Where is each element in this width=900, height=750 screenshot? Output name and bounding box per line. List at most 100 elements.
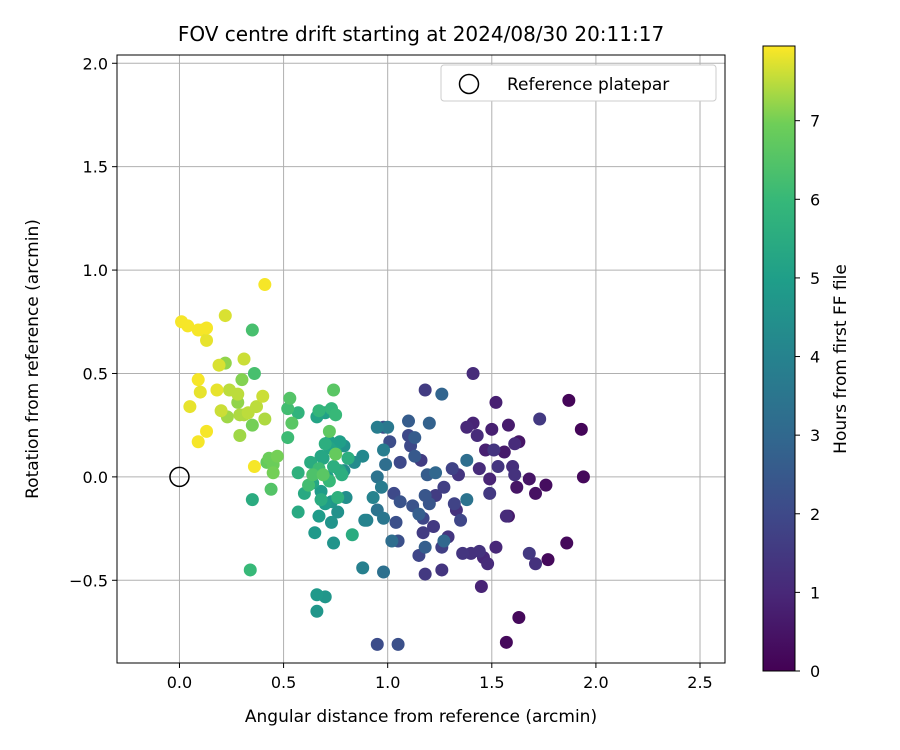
data-point [191,435,205,449]
x-tick-label: 1.5 [479,673,504,692]
data-point [312,404,326,418]
data-point [510,480,524,494]
data-point [574,422,588,436]
colorbar-label: Hours from first FF file [831,264,851,454]
data-point [245,493,259,507]
y-tick-label: 0.5 [83,364,108,383]
data-point [285,416,299,430]
data-point [508,437,522,451]
data-point [258,412,272,426]
data-point [466,366,480,380]
data-point [529,557,543,571]
data-point [327,536,341,550]
data-point [460,420,474,434]
data-point [474,579,488,593]
data-point [389,515,403,529]
data-point [200,424,214,438]
legend-circle-icon [458,73,480,95]
data-point [460,453,474,467]
colorbar-tick-label: 1 [810,583,820,602]
data-point [483,472,497,486]
data-point [231,387,245,401]
data-point [381,420,395,434]
data-point [291,406,305,420]
data-point [331,491,345,505]
data-point [266,466,280,480]
data-point [235,373,249,387]
data-point [310,604,324,618]
data-point [460,493,474,507]
data-point [218,309,232,323]
data-point [560,536,574,550]
x-tick-label: 1.0 [375,673,400,692]
colorbar-gradient [763,46,795,671]
data-point [310,588,324,602]
data-point [491,460,505,474]
data-point [247,460,261,474]
data-point [200,333,214,347]
data-point [499,635,513,649]
data-point [291,466,305,480]
y-axis-label: Rotation from reference (arcmin) [23,219,43,499]
y-tick-label: 2.0 [83,54,108,73]
data-point [333,435,347,449]
data-point [258,278,272,292]
data-point [256,389,270,403]
x-axis-ticks: 0.0 0.5 1.0 1.5 2.0 2.5 [167,663,713,692]
data-point [233,429,247,443]
data-point [283,391,297,405]
data-point [370,470,384,484]
colorbar-tick-label: 4 [810,348,820,367]
data-point [393,455,407,469]
data-point [437,534,451,548]
data-point [281,402,295,416]
data-point [456,546,470,560]
data-point [345,528,359,542]
data-point [318,437,332,451]
data-point [533,412,547,426]
legend: Reference platepar [440,64,717,102]
data-point [322,424,336,438]
data-point [422,416,436,430]
plot-frame [116,54,726,664]
y-axis-ticks: −0.5 0.0 0.5 1.0 1.5 2.0 [69,54,117,590]
data-point [483,486,497,500]
data-point [243,563,257,577]
data-point [379,457,393,471]
chart-title: FOV centre drift starting at 2024/08/30 … [178,22,664,46]
data-point [445,462,459,476]
legend-box [440,64,717,102]
x-tick-label: 0.5 [271,673,296,692]
data-point [377,511,391,525]
data-point [302,478,316,492]
data-point [212,358,226,372]
colorbar-tick-label: 0 [810,662,820,681]
data-point [470,429,484,443]
colorbar-tick-label: 2 [810,505,820,524]
data-point [454,513,468,527]
data-point [539,478,553,492]
data-point [335,468,349,482]
data-point [281,431,295,445]
data-point [435,387,449,401]
colorbar-frame [762,45,796,672]
data-point [210,383,224,397]
data-point [314,493,328,507]
legend-label: Reference platepar [507,75,669,95]
colorbar-tick-label: 7 [810,112,820,131]
data-point [391,637,405,651]
colorbar-tick-label: 3 [810,426,820,445]
grid-lines [117,55,725,663]
x-tick-label: 2.0 [583,673,608,692]
data-point [472,462,486,476]
data-point [481,557,495,571]
data-point [377,565,391,579]
data-point [522,472,536,486]
data-point [312,509,326,523]
data-point [512,611,526,625]
data-point [250,400,264,414]
data-point [412,507,426,521]
y-tick-label: −0.5 [69,571,108,590]
x-tick-label: 2.5 [687,673,712,692]
